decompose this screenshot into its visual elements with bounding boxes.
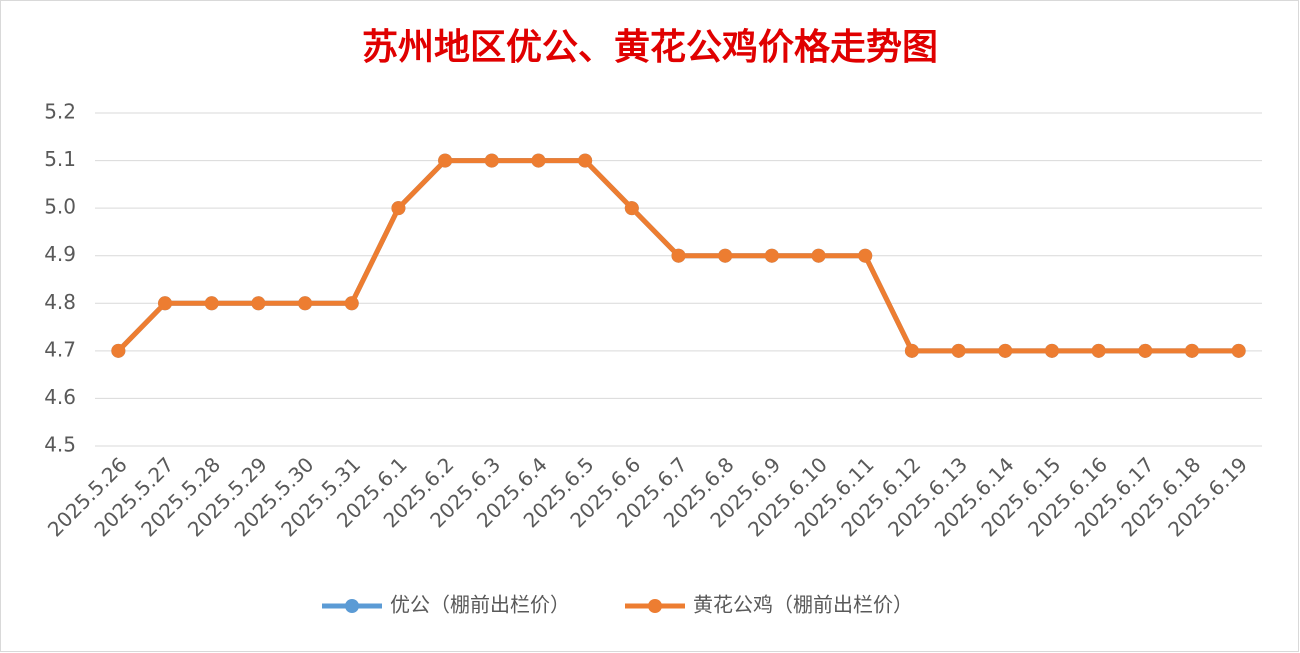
data-point <box>1091 343 1106 358</box>
legend-marker <box>648 599 662 613</box>
data-point <box>111 343 126 358</box>
data-point <box>1138 343 1153 358</box>
data-point <box>904 343 919 358</box>
data-point <box>624 201 639 216</box>
legend-label: 黄花公鸡（棚前出栏价） <box>693 593 913 617</box>
data-point <box>951 343 966 358</box>
data-point <box>1231 343 1246 358</box>
data-point <box>531 153 546 168</box>
y-tick-label: 4.7 <box>44 337 76 361</box>
data-point <box>251 296 266 311</box>
y-tick-label: 4.5 <box>44 433 76 457</box>
data-point <box>298 296 313 311</box>
data-point <box>578 153 593 168</box>
legend-marker <box>345 599 359 613</box>
data-point <box>718 248 733 263</box>
y-tick-label: 4.9 <box>44 242 76 266</box>
data-point <box>484 153 499 168</box>
data-point <box>1184 343 1199 358</box>
y-tick-label: 5.0 <box>44 195 76 219</box>
data-point <box>671 248 686 263</box>
data-point <box>344 296 359 311</box>
data-point <box>204 296 219 311</box>
chart-title: 苏州地区优公、黄花公鸡价格走势图 <box>362 26 938 68</box>
data-point <box>811 248 826 263</box>
legend-label: 优公（棚前出栏价） <box>390 593 570 617</box>
data-point <box>858 248 873 263</box>
data-point <box>438 153 453 168</box>
y-tick-label: 5.1 <box>44 147 76 171</box>
data-point <box>158 296 173 311</box>
data-point <box>1044 343 1059 358</box>
data-point <box>998 343 1013 358</box>
y-tick-label: 4.6 <box>44 385 76 409</box>
y-tick-label: 4.8 <box>44 290 76 314</box>
data-point <box>764 248 779 263</box>
data-point <box>391 201 406 216</box>
y-tick-label: 5.2 <box>44 100 76 124</box>
